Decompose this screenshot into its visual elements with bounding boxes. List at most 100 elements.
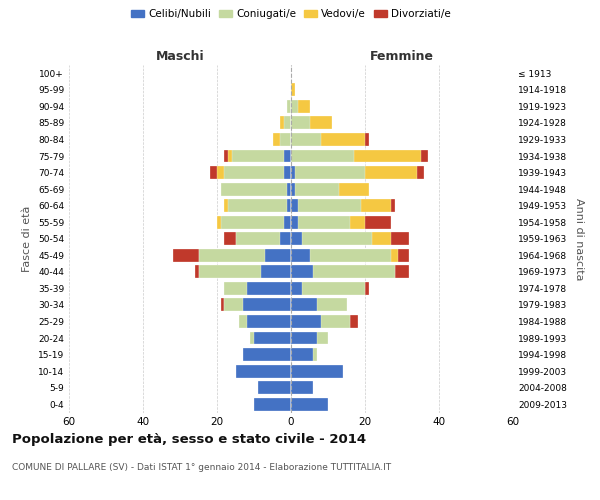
Bar: [224, 232, 291, 245]
Bar: [243, 348, 291, 361]
Bar: [291, 298, 347, 312]
Bar: [291, 182, 295, 196]
Bar: [291, 199, 298, 212]
Bar: [291, 232, 373, 245]
Bar: [291, 216, 391, 228]
Bar: [243, 298, 291, 312]
Bar: [235, 364, 291, 378]
Bar: [291, 100, 298, 113]
Bar: [250, 332, 291, 344]
Bar: [291, 133, 368, 146]
Bar: [291, 249, 398, 262]
Bar: [228, 150, 291, 162]
Text: COMUNE DI PALLARE (SV) - Dati ISTAT 1° gennaio 2014 - Elaborazione TUTTITALIA.IT: COMUNE DI PALLARE (SV) - Dati ISTAT 1° g…: [12, 462, 391, 471]
Bar: [232, 150, 291, 162]
Bar: [258, 381, 291, 394]
Bar: [239, 315, 291, 328]
Bar: [291, 348, 313, 361]
Bar: [291, 116, 332, 130]
Bar: [291, 166, 417, 179]
Bar: [291, 298, 317, 312]
Bar: [284, 216, 291, 228]
Bar: [221, 298, 291, 312]
Bar: [291, 315, 320, 328]
Bar: [280, 232, 291, 245]
Bar: [291, 199, 395, 212]
Bar: [239, 315, 291, 328]
Bar: [291, 315, 358, 328]
Bar: [291, 398, 328, 410]
Bar: [235, 232, 291, 245]
Bar: [291, 315, 350, 328]
Bar: [199, 249, 291, 262]
Bar: [173, 249, 291, 262]
Bar: [291, 116, 332, 130]
Bar: [287, 182, 291, 196]
Bar: [291, 166, 424, 179]
Bar: [291, 315, 350, 328]
Bar: [291, 381, 313, 394]
Bar: [258, 381, 291, 394]
Bar: [291, 100, 310, 113]
Bar: [243, 348, 291, 361]
Bar: [291, 100, 310, 113]
Bar: [291, 332, 328, 344]
Bar: [284, 166, 291, 179]
Bar: [291, 182, 368, 196]
Bar: [199, 266, 291, 278]
Bar: [247, 282, 291, 295]
Bar: [224, 298, 291, 312]
Bar: [224, 282, 291, 295]
Bar: [284, 150, 291, 162]
Bar: [291, 199, 361, 212]
Bar: [291, 249, 391, 262]
Bar: [265, 249, 291, 262]
Bar: [272, 133, 291, 146]
Bar: [224, 199, 291, 212]
Bar: [291, 84, 295, 96]
Bar: [280, 116, 291, 130]
Bar: [291, 282, 365, 295]
Bar: [254, 398, 291, 410]
Bar: [217, 166, 291, 179]
Bar: [291, 364, 343, 378]
Bar: [199, 249, 291, 262]
Bar: [235, 364, 291, 378]
Bar: [291, 249, 310, 262]
Bar: [291, 150, 421, 162]
Bar: [291, 282, 365, 295]
Bar: [280, 116, 291, 130]
Bar: [291, 166, 295, 179]
Bar: [291, 150, 428, 162]
Bar: [291, 381, 313, 394]
Bar: [291, 364, 343, 378]
Bar: [247, 315, 291, 328]
Bar: [291, 398, 328, 410]
Bar: [250, 332, 291, 344]
Bar: [291, 364, 343, 378]
Bar: [235, 364, 291, 378]
Bar: [291, 216, 350, 228]
Bar: [243, 348, 291, 361]
Bar: [291, 266, 313, 278]
Text: Femmine: Femmine: [370, 50, 434, 62]
Bar: [291, 133, 365, 146]
Bar: [254, 332, 291, 344]
Bar: [221, 182, 291, 196]
Bar: [239, 315, 291, 328]
Bar: [291, 216, 298, 228]
Bar: [195, 266, 291, 278]
Bar: [291, 232, 391, 245]
Bar: [291, 232, 302, 245]
Bar: [291, 348, 317, 361]
Bar: [284, 116, 291, 130]
Bar: [217, 216, 291, 228]
Bar: [291, 381, 313, 394]
Bar: [224, 282, 291, 295]
Bar: [291, 398, 328, 410]
Bar: [228, 199, 291, 212]
Bar: [209, 166, 291, 179]
Bar: [291, 266, 409, 278]
Bar: [235, 364, 291, 378]
Bar: [224, 166, 291, 179]
